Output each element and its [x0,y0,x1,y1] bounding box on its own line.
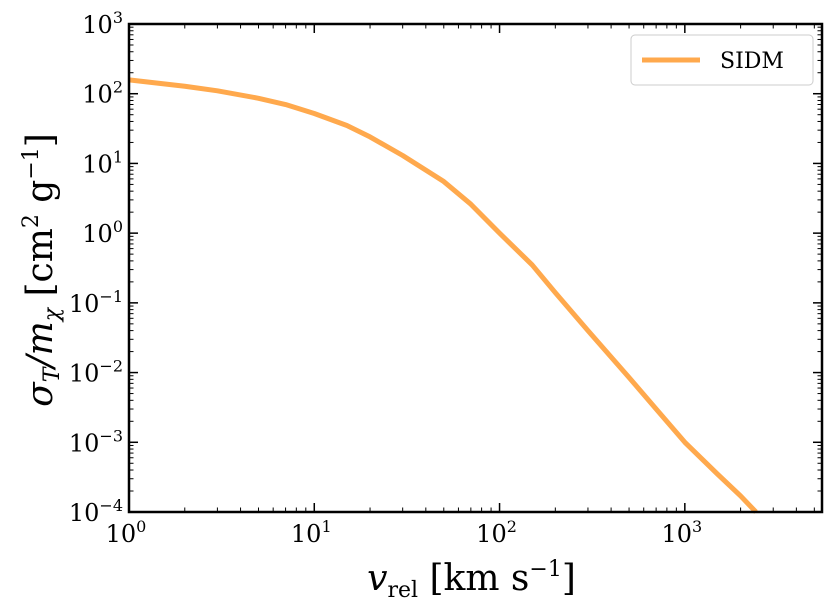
y-axis-label-sub: T [40,365,65,382]
y-tick-label: 102 [82,78,123,109]
x-tick-label: 101 [291,517,332,548]
y-tick-label: 100 [82,217,123,248]
series-layer [128,77,758,514]
x-axis-label-sub: rel [387,578,418,603]
x-tick-label: 100 [106,517,147,548]
y-tick-label: 103 [82,8,123,39]
x-axis-label-close: ] [562,558,576,599]
y-tick-label-exp: 3 [113,8,123,27]
y-tick-label-base: 10 [82,150,113,178]
y-tick-label-base: 10 [82,220,113,248]
y-axis-label-mid: /m [20,321,61,370]
y-tick-label: 10−4 [69,496,123,527]
legend-box [630,34,814,86]
y-axis-label-sup1: 2 [19,214,44,228]
y-axis-label-close: ] [20,133,61,147]
y-tick-label-exp: −3 [99,426,123,445]
y-axis-label: σT/mχ [cm2 g−1] [19,133,65,407]
y-tick-label-exp: −1 [99,287,123,306]
y-tick-label-base: 10 [69,499,100,527]
x-axis-label-sup: −1 [529,557,561,582]
y-tick-label: 10−2 [69,357,123,388]
y-tick-label-exp: 1 [113,147,123,166]
x-axis-label: vrel [km s−1] [367,557,576,603]
y-tick-label-exp: 0 [113,217,123,236]
y-axis-label-sup2: −1 [19,147,44,179]
x-tick-label-exp: 3 [692,517,702,536]
y-tick-label-exp: −4 [99,496,123,515]
y-axis-label-main: σ [20,381,61,407]
y-axis-label-sub2: χ [40,306,65,323]
y-tick-label-base: 10 [69,429,100,457]
y-axis-label-rest: [cm [20,228,61,308]
x-tick-label-exp: 2 [507,517,517,536]
y-tick-label-base: 10 [69,290,100,318]
y-tick-label: 101 [82,147,123,178]
y-axis-label-rest2: g [20,180,61,215]
legend-label-sidm: SIDM [720,49,784,74]
x-tick-label: 103 [661,517,702,548]
plot-frame [127,22,824,514]
y-tick-label-base: 10 [82,11,113,39]
series-line-sidm [128,77,758,514]
y-tick-label: 10−3 [69,426,123,457]
x-axis-label-main: v [367,558,387,599]
x-tick-label-base: 10 [476,520,507,548]
x-tick-label-base: 10 [106,520,137,548]
legend: SIDM [630,34,814,86]
y-tick-label-base: 10 [82,81,113,109]
y-tick-label-exp: 2 [113,78,123,97]
y-tick-label: 10−1 [69,287,123,318]
x-tick-label-base: 10 [661,520,692,548]
x-axis-label-rest: [km s [418,558,529,599]
x-tick-label: 102 [476,517,517,548]
x-tick-label-exp: 1 [321,517,331,536]
y-tick-label-base: 10 [69,360,100,388]
x-tick-label-exp: 0 [136,517,146,536]
x-tick-label-base: 10 [291,520,322,548]
y-tick-label-exp: −2 [99,357,123,376]
labels-layer: vrel [km s−1] σT/mχ [cm2 g−1] [19,133,576,603]
